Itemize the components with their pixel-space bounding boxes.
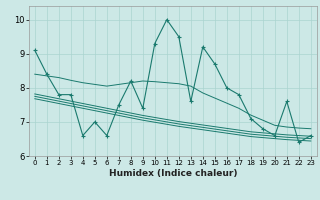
X-axis label: Humidex (Indice chaleur): Humidex (Indice chaleur): [108, 169, 237, 178]
